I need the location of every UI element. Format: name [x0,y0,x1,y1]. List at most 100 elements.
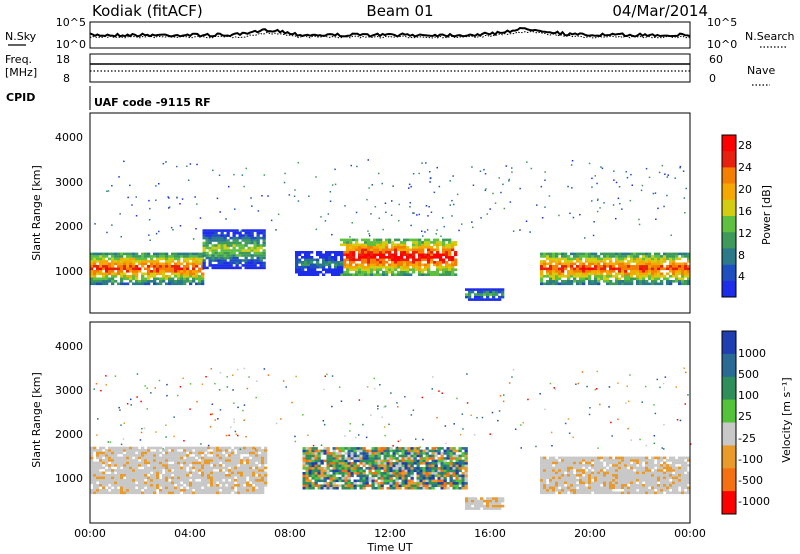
velocity-echo-cell [144,471,148,475]
power-echo-speck [570,164,573,166]
power-echo-cell [442,265,446,269]
velocity-echo-cell [603,466,607,470]
velocity-echo-cell [549,474,553,477]
velocity-echo-cell [579,481,583,485]
velocity-echo-cell [216,464,220,467]
velocity-echo-cell [132,451,136,455]
power-echo-cell [256,236,260,240]
velocity-echo-cell [344,477,348,480]
power-echo-cell [633,272,637,276]
velocity-echo-speck [242,409,244,412]
velocity-echo-cell [464,457,468,460]
velocity-echo-cell [252,486,256,490]
velocity-echo-cell [102,461,106,465]
velocity-echo-cell [195,471,199,475]
velocity-echo-cell [606,489,610,492]
velocity-echo-cell [407,454,411,458]
velocity-echo-cell [425,449,429,453]
velocity-echo-cell [189,456,193,460]
velocity-echo-cell [311,447,315,450]
velocity-echo-cell [681,456,685,460]
velocity-echo-cell [368,469,372,473]
power-echo-cell [129,267,133,271]
velocity-echo-cell [645,481,649,485]
power-echo-cell [427,258,431,262]
velocity-echo-cell [114,474,118,477]
power-echo-cell [132,257,136,261]
velocity-echo-cell [651,491,655,495]
power-echo-speck [494,202,497,204]
velocity-echo-speck [143,427,146,429]
power-echo-cell [594,255,598,258]
velocity-echo-cell [347,477,351,480]
power-echo-cell [555,277,559,281]
power-echo-cell [358,243,362,247]
velocity-echo-cell [458,462,462,465]
power-echo-cell [202,249,206,252]
velocity-echo-cell [687,459,691,462]
velocity-echo-cell [543,476,547,480]
power-echo-cell [247,266,251,270]
power-echo-cell [454,243,458,247]
power-colorbar-segment [722,248,736,265]
power-echo-cell [567,272,571,276]
power-echo-cell [123,257,127,261]
power-echo-cell [651,280,655,283]
velocity-echo-cell [228,459,232,462]
power-echo-cell [153,280,157,283]
power-echo-cell [355,265,359,269]
velocity-echo-cell [150,476,154,480]
power-colorbar-segment [722,264,736,282]
velocity-echo-speck [320,444,323,446]
velocity-echo-cell [344,482,348,485]
velocity-echo-cell [246,471,250,475]
velocity-echo-cell [111,451,115,455]
velocity-echo-cell [141,471,145,475]
power-echo-cell [564,262,568,266]
power-echo-cell [543,267,547,271]
velocity-echo-cell [621,474,625,477]
velocity-echo-cell [461,454,465,458]
velocity-echo-cell [108,479,112,482]
power-echo-cell [96,280,100,283]
velocity-echo-cell [195,484,199,487]
velocity-echo-cell [443,459,447,463]
velocity-echo-cell [588,486,592,490]
power-echo-cell [307,256,311,259]
velocity-echo-cell [549,489,553,492]
velocity-echo-cell [108,481,112,485]
velocity-echo-cell [395,482,399,485]
velocity-echo-cell [129,459,133,462]
velocity-echo-cell [464,482,468,485]
power-echo-cell [361,263,365,267]
power-echo-speck [225,218,227,220]
power-echo-cell [189,255,193,258]
velocity-echo-cell [564,491,568,495]
power-echo-cell [376,265,380,269]
velocity-echo-speck [165,436,167,438]
velocity-echo-cell [398,474,402,478]
velocity-echo-speck [399,439,402,441]
velocity-echo-cell [96,464,100,467]
power-echo-cell [232,239,236,242]
power-echo-cell [105,270,109,273]
nsky-label: N.Sky [5,30,37,43]
velocity-echo-cell [377,467,381,470]
velocity-echo-cell [326,462,330,465]
power-echo-cell [600,260,604,263]
velocity-echo-cell [93,489,97,492]
velocity-echo-cell [636,466,640,470]
velocity-echo-cell [359,474,363,478]
velocity-echo-cell [672,464,676,467]
power-echo-cell [361,273,365,276]
velocity-echo-cell [687,489,691,492]
power-echo-cell [316,273,320,276]
velocity-echo-cell [129,486,133,490]
velocity-echo-cell [687,479,691,482]
velocity-echo-cell [243,489,247,492]
velocity-echo-cell [461,462,465,465]
velocity-echo-cell [252,471,256,475]
power-echo-cell [681,262,685,266]
power-echo-cell [406,261,410,264]
velocity-echo-cell [159,459,163,462]
